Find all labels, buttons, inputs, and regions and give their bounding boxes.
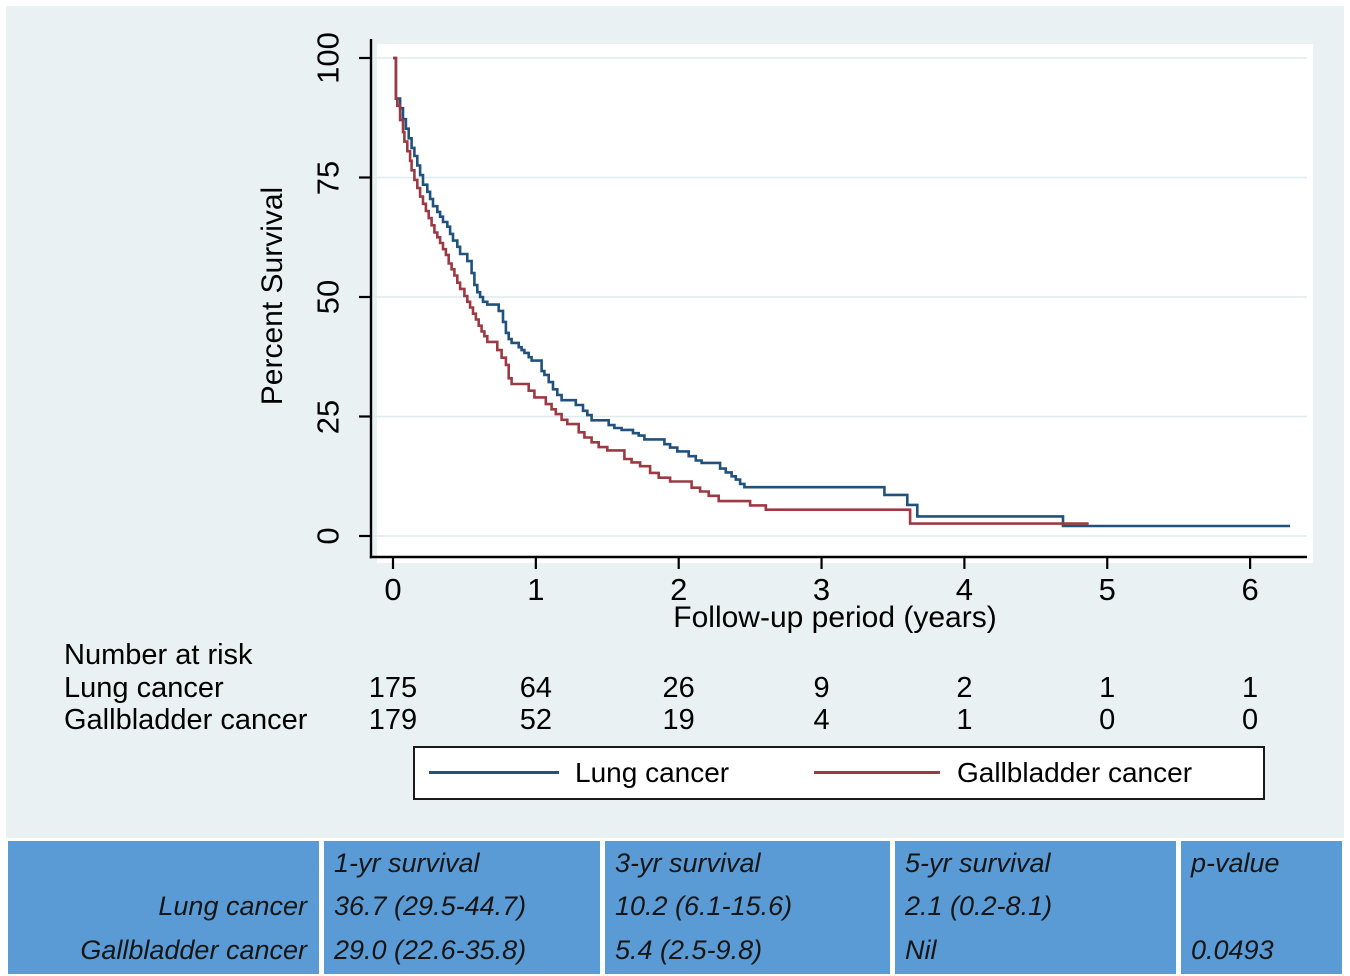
x-tick-label-6: 6 — [1241, 572, 1259, 607]
at-risk-value: 1 — [1242, 672, 1259, 704]
legend-line-swatch-lung — [429, 771, 559, 775]
x-tick-label-5: 5 — [1098, 572, 1116, 607]
y-tick-label-50: 50 — [310, 279, 346, 315]
x-axis-title: Follow-up period (years) — [673, 601, 997, 634]
legend-line-swatch-gallbladder — [814, 771, 940, 775]
stats-header: 5-yr survival — [905, 848, 1051, 878]
at-risk-value: 2 — [956, 672, 973, 704]
stats-header: 3-yr survival — [615, 848, 761, 878]
y-tick-label-100: 100 — [310, 32, 346, 84]
at-risk-row-label: Lung cancer — [64, 672, 224, 704]
stats-value: 36.7 (29.5-44.7) — [334, 891, 527, 921]
at-risk-value: 1 — [1099, 672, 1116, 704]
x-tick-label-4: 4 — [955, 572, 974, 607]
legend-label: Lung cancer — [575, 757, 730, 788]
at-risk-value: 1 — [956, 704, 973, 736]
stats-row-label: Lung cancer — [158, 891, 307, 921]
legend-box: Lung cancer Gallbladder cancer — [413, 746, 1265, 800]
stats-column-3: 5-yr survival 2.1 (0.2-8.1) Nil — [895, 841, 1176, 974]
x-tick-label-1: 1 — [527, 572, 545, 607]
stats-column-4: p-value 0.0493 — [1181, 841, 1342, 974]
at-risk-value: 19 — [662, 704, 695, 736]
stats-value: Nil — [905, 935, 937, 965]
at-risk-value: 179 — [368, 704, 418, 736]
y-tick-label-0: 0 — [310, 527, 346, 545]
stats-value: 10.2 (6.1-15.6) — [615, 891, 793, 921]
survival-stats-table: Lung cancer Gallbladder cancer 1-yr surviv… — [8, 841, 1342, 974]
stats-value — [1181, 886, 1342, 927]
stats-column-0: Lung cancer Gallbladder cancer — [8, 841, 319, 974]
x-tick-label-0: 0 — [384, 572, 402, 607]
at-risk-row-label: Gallbladder cancer — [64, 704, 308, 736]
y-tick-label-75: 75 — [310, 160, 346, 195]
at-risk-value: 0 — [1242, 704, 1259, 736]
x-tick-label-3: 3 — [812, 572, 831, 607]
plot-area — [377, 44, 1313, 563]
at-risk-value: 9 — [813, 672, 830, 704]
stats-value: 2.1 (0.2-8.1) — [905, 891, 1053, 921]
y-axis-title: Percent Survival — [256, 186, 289, 406]
stats-value: 0.0493 — [1191, 935, 1274, 965]
stats-header: 1-yr survival — [334, 848, 480, 878]
at-risk-value: 175 — [368, 672, 418, 704]
stats-row-label: Gallbladder cancer — [80, 935, 307, 965]
at-risk-value: 52 — [519, 704, 552, 736]
stats-column-2: 3-yr survival 10.2 (6.1-15.6) 5.4 (2.5-9.8… — [605, 841, 890, 974]
stats-value: 29.0 (22.6-35.8) — [334, 935, 527, 965]
stats-header-empty — [8, 841, 319, 886]
at-risk-title: Number at risk — [64, 639, 253, 671]
x-tick-label-2: 2 — [670, 572, 688, 607]
stats-header: p-value — [1191, 848, 1280, 878]
at-risk-value: 26 — [662, 672, 695, 704]
at-risk-value: 64 — [519, 672, 552, 704]
at-risk-value: 0 — [1099, 704, 1116, 736]
stats-column-1: 1-yr survival 36.7 (29.5-44.7) 29.0 (22.6-… — [324, 841, 600, 974]
at-risk-value: 4 — [813, 704, 830, 736]
stats-value: 5.4 (2.5-9.8) — [615, 935, 763, 965]
y-tick-label-25: 25 — [310, 399, 346, 434]
legend-label: Gallbladder cancer — [957, 757, 1193, 788]
